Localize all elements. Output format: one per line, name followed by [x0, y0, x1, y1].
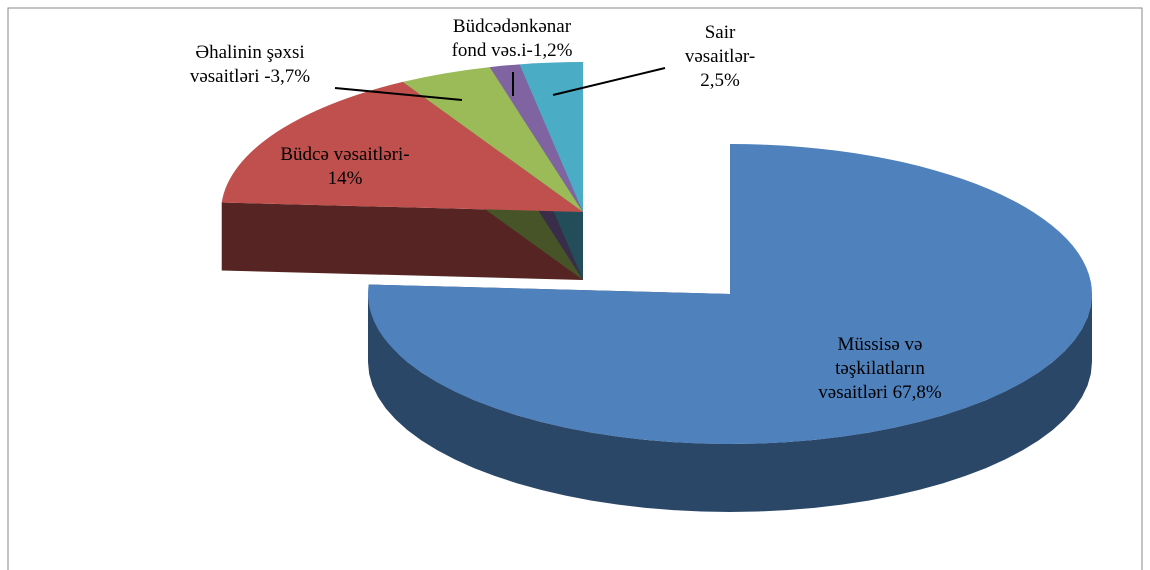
data-label-line: Müssisə və: [838, 334, 923, 355]
slice: [519, 62, 583, 212]
data-label: Sair vəsaitlər- 2,5%: [685, 22, 755, 91]
slice-side: [368, 294, 1092, 512]
data-label-line: fond vəs.i-1,2%: [452, 40, 573, 61]
data-label-line: 14%: [328, 168, 363, 189]
slice: [402, 67, 583, 213]
data-label: Müssisə və təşkilatların vəsaitləri 67,8%: [818, 334, 942, 403]
data-label: Əhalinin şəxsi vəsaitləri -3,7%: [190, 42, 310, 87]
data-label: Büdcədənkənar fond vəs.i-1,2%: [452, 16, 573, 61]
slice: [489, 64, 583, 212]
data-label-line: 2,5%: [700, 70, 740, 91]
data-label-line: vəsaitlər-: [685, 46, 755, 67]
data-label-line: təşkilatların: [835, 358, 925, 379]
data-label-line: Büdcədənkənar: [453, 16, 572, 37]
slice: [367, 144, 1092, 444]
data-label-line: Sair: [705, 22, 736, 43]
slice-cut-face: [221, 202, 584, 280]
data-label-line: Əhalinin şəxsi: [195, 42, 304, 63]
leader-line: [552, 67, 666, 96]
chart-frame: [7, 7, 1143, 570]
slice: [221, 81, 584, 213]
data-label-line: vəsaitləri 67,8%: [818, 382, 942, 403]
data-label-line: Büdcə vəsaitləri-: [280, 144, 409, 165]
leader-line: [334, 87, 463, 101]
data-label-line: vəsaitləri -3,7%: [190, 66, 310, 87]
data-label: Büdcə vəsaitləri- 14%: [280, 144, 409, 189]
